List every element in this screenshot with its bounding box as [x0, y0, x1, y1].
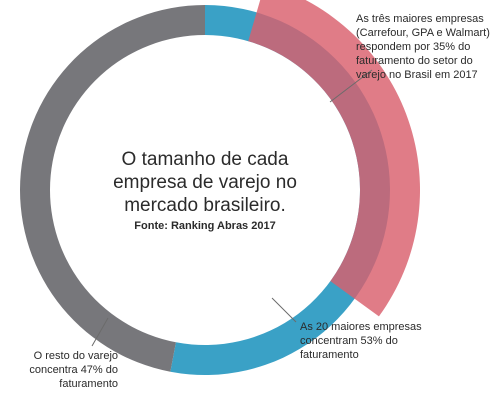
- slice-top-three-highlight: [248, 0, 420, 317]
- chart-title: O tamanho de cada empresa de varejo no m…: [113, 149, 297, 216]
- leader-top-three: [329, 69, 373, 103]
- leader-top-twenty: [271, 297, 297, 323]
- annotation-top-twenty: As 20 maiores empresas concentram 53% do…: [300, 321, 422, 361]
- chart-source: Fonte: Ranking Abras 2017: [134, 220, 276, 232]
- annotation-rest: O resto do varejo concentra 47% do fatur…: [29, 350, 118, 390]
- leader-lines: [91, 69, 373, 347]
- slice-rest: [19, 5, 206, 372]
- leader-rest: [91, 317, 109, 347]
- annotation-top-three: As três maiores empresas (Carrefour, GPA…: [356, 13, 490, 81]
